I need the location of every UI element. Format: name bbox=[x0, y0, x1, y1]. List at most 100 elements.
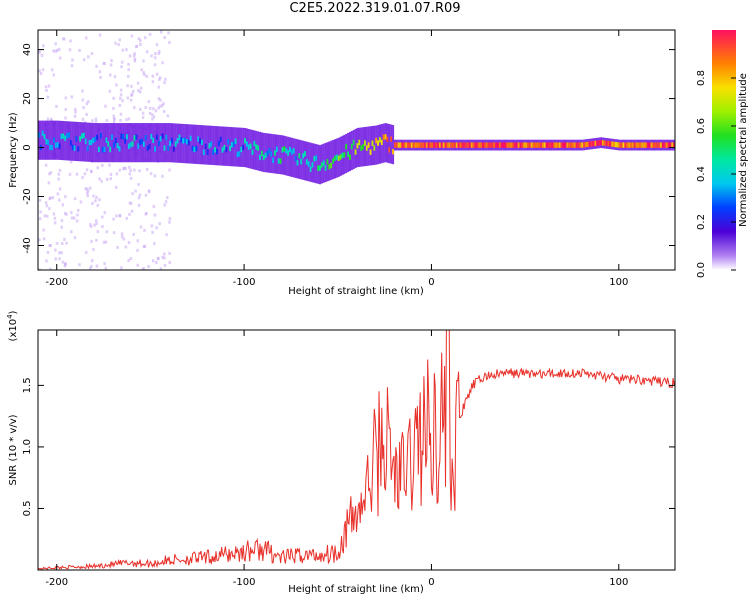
spectrogram-band-cell bbox=[60, 120, 63, 161]
spectrogram-ridge-cell bbox=[268, 148, 271, 154]
spectrogram-ridge-cell bbox=[229, 145, 232, 152]
spectrogram-ridge-cell bbox=[182, 138, 185, 144]
spectrogram-band-cell bbox=[172, 123, 175, 163]
spectrogram-ridge-cell bbox=[139, 139, 142, 145]
spectrogram-noise-cell bbox=[44, 85, 48, 89]
spectrogram-noise-cell bbox=[68, 48, 72, 52]
spectrogram-noise-cell bbox=[136, 239, 140, 243]
spectrogram-noise-cell bbox=[74, 110, 77, 114]
spectrogram-noise-cell bbox=[168, 251, 171, 255]
spectrogram-ridge-cell bbox=[633, 142, 636, 148]
spectrogram-noise-cell bbox=[64, 108, 68, 112]
spectrogram-ridge-cell bbox=[388, 147, 391, 153]
spectrogram-noise-cell bbox=[130, 93, 133, 97]
spectrogram-ridge-cell bbox=[105, 137, 108, 143]
spectrogram-ridge-cell bbox=[305, 159, 308, 165]
spectrogram-ridge-cell bbox=[579, 142, 582, 148]
spectrogram-y-tick-label: 40 bbox=[22, 43, 33, 56]
spectrogram-frame bbox=[37, 29, 676, 271]
spectrogram-noise-cell bbox=[137, 37, 141, 41]
spectrogram-ridge-cell bbox=[210, 141, 213, 147]
spectrogram-noise-cell bbox=[102, 61, 106, 65]
spectrogram-ridge-cell bbox=[482, 142, 485, 148]
spectrogram-noise-cell bbox=[134, 45, 138, 49]
spectrogram-noise-cell bbox=[57, 172, 61, 176]
spectrogram-noise-cell bbox=[118, 168, 122, 172]
spectrogram-noise-cell bbox=[151, 74, 155, 78]
spectrogram-noise-cell bbox=[148, 32, 152, 36]
spectrogram-ridge-cell bbox=[392, 148, 395, 155]
spectrogram-band-cell bbox=[262, 132, 265, 173]
spectrogram-ridge-cell bbox=[96, 134, 99, 141]
spectrogram-band-cell bbox=[392, 125, 395, 165]
spectrogram-noise-cell bbox=[144, 193, 148, 197]
spectrogram-ridge-cell bbox=[135, 134, 138, 140]
spectrogram-ridge-cell bbox=[304, 151, 307, 157]
spectrogram-ridge-cell bbox=[408, 142, 411, 148]
spectrogram-noise-cell bbox=[58, 251, 61, 255]
spectrogram-noise-cell bbox=[136, 263, 139, 267]
spectrogram-band-cell bbox=[358, 127, 361, 167]
spectrogram-ridge-cell bbox=[386, 136, 389, 143]
spectrogram-ridge-cell bbox=[279, 158, 282, 164]
spectrogram-x-tick-label: 0 bbox=[428, 277, 434, 288]
spectrogram-noise-cell bbox=[145, 168, 149, 172]
spectrogram-ridge-cell bbox=[356, 143, 359, 149]
spectrogram-ridge-cell bbox=[631, 142, 634, 148]
spectrogram-ridge-cell bbox=[191, 145, 194, 152]
spectrogram-noise-cell bbox=[154, 52, 157, 56]
spectrogram-ridge-cell bbox=[58, 143, 61, 149]
spectrogram-noise-cell bbox=[110, 59, 113, 63]
spectrogram-noise-cell bbox=[163, 263, 167, 267]
spectrogram-ridge-cell bbox=[551, 142, 554, 148]
spectrogram-noise-cell bbox=[148, 111, 152, 115]
spectrogram-noise-cell bbox=[90, 259, 94, 263]
spectrogram-ridge-cell bbox=[414, 142, 417, 148]
spectrogram-band-cell bbox=[225, 126, 228, 166]
spectrogram-ridge-cell bbox=[223, 144, 226, 151]
spectrogram-ridge-cell bbox=[652, 142, 655, 148]
spectrogram-noise-cell bbox=[70, 216, 74, 220]
spectrogram-ridge-cell bbox=[171, 137, 174, 144]
spectrogram-noise-cell bbox=[85, 187, 89, 191]
spectrogram-ridge-cell bbox=[671, 142, 674, 148]
spectrogram-noise-cell bbox=[58, 168, 62, 172]
spectrogram-noise-cell bbox=[119, 93, 123, 97]
spectrogram-noise-cell bbox=[103, 262, 106, 266]
spectrogram-band-cell bbox=[144, 123, 147, 163]
spectrogram-noise-cell bbox=[152, 205, 156, 209]
spectrogram-noise-cell bbox=[118, 103, 122, 107]
spectrogram-noise-cell bbox=[138, 193, 142, 197]
spectrogram-noise-cell bbox=[155, 226, 158, 230]
spectrogram-ridge-cell bbox=[577, 142, 580, 148]
spectrogram-ridge-cell bbox=[159, 135, 162, 142]
spectrogram-noise-cell bbox=[53, 216, 57, 220]
spectrogram-ridge-cell bbox=[81, 133, 84, 139]
spectrogram-noise-cell bbox=[109, 177, 112, 181]
spectrogram-ridge-cell bbox=[347, 151, 350, 157]
spectrogram-noise-cell bbox=[38, 268, 42, 270]
spectrogram-ridge-cell bbox=[54, 142, 57, 148]
spectrogram-ridge-cell bbox=[661, 142, 664, 148]
spectrogram-noise-cell bbox=[126, 84, 129, 88]
spectrogram-ridge-cell bbox=[221, 147, 224, 153]
spectrogram-ridge-cell bbox=[455, 142, 458, 148]
spectrogram-ridge-cell bbox=[215, 148, 218, 155]
spectrogram-noise-cell bbox=[87, 55, 90, 59]
spectrogram-noise-cell bbox=[89, 267, 92, 270]
spectrogram-noise-cell bbox=[73, 236, 77, 240]
spectrogram-noise-cell bbox=[161, 61, 164, 65]
spectrogram-noise-cell bbox=[161, 104, 164, 108]
spectrogram-noise-cell bbox=[81, 89, 84, 93]
spectrogram-noise-cell bbox=[131, 192, 134, 196]
spectrogram-noise-cell bbox=[95, 238, 98, 242]
spectrogram-band-cell bbox=[349, 131, 352, 172]
spectrogram-ridge-cell bbox=[311, 162, 314, 168]
snr-y-tick-label: 1.0 bbox=[22, 439, 33, 455]
spectrogram-noise-cell bbox=[141, 111, 145, 115]
spectrogram-noise-cell bbox=[94, 120, 98, 124]
spectrogram-band-cell bbox=[103, 123, 106, 163]
spectrogram-noise-cell bbox=[81, 98, 84, 102]
spectrogram-noise-cell bbox=[98, 70, 102, 74]
